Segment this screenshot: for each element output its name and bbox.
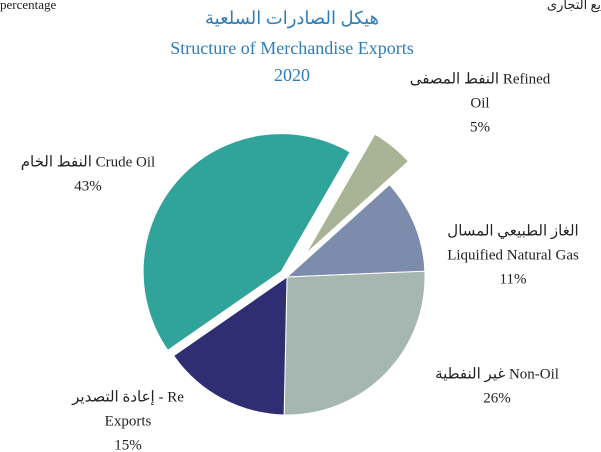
- slice-label: Liquified Natural Gas: [447, 247, 579, 263]
- pie-slice: [172, 276, 288, 416]
- pie-slice: [285, 183, 426, 278]
- slice-label: النفط المصفى Refined: [410, 71, 551, 87]
- slice-label: الغاز الطبيعي المسال: [447, 223, 578, 239]
- slice-label: إعادة التصدير - Re: [71, 389, 184, 405]
- chart-title: 2020: [274, 65, 310, 85]
- slice-label: النفط الخام Crude Oil: [21, 154, 155, 170]
- value-label: 15%: [114, 437, 142, 452]
- pie-slice: [142, 133, 351, 352]
- value-label: 11%: [500, 271, 527, 287]
- slice-label: Oil: [470, 95, 489, 111]
- corner-text: يع التجارى: [547, 0, 601, 13]
- slice-label: غير النفطية Non-Oil: [435, 366, 559, 382]
- value-label: 26%: [483, 390, 511, 406]
- slice-label: Exports: [105, 413, 152, 429]
- pie-slice: [305, 133, 410, 255]
- corner-text: percentage: [0, 0, 57, 12]
- value-label: 5%: [470, 119, 490, 135]
- pie-slice: [283, 270, 426, 416]
- value-label: 43%: [74, 178, 102, 194]
- chart-title: هيكل الصادرات السلعية: [205, 8, 379, 29]
- chart-title: Structure of Merchandise Exports: [170, 38, 413, 58]
